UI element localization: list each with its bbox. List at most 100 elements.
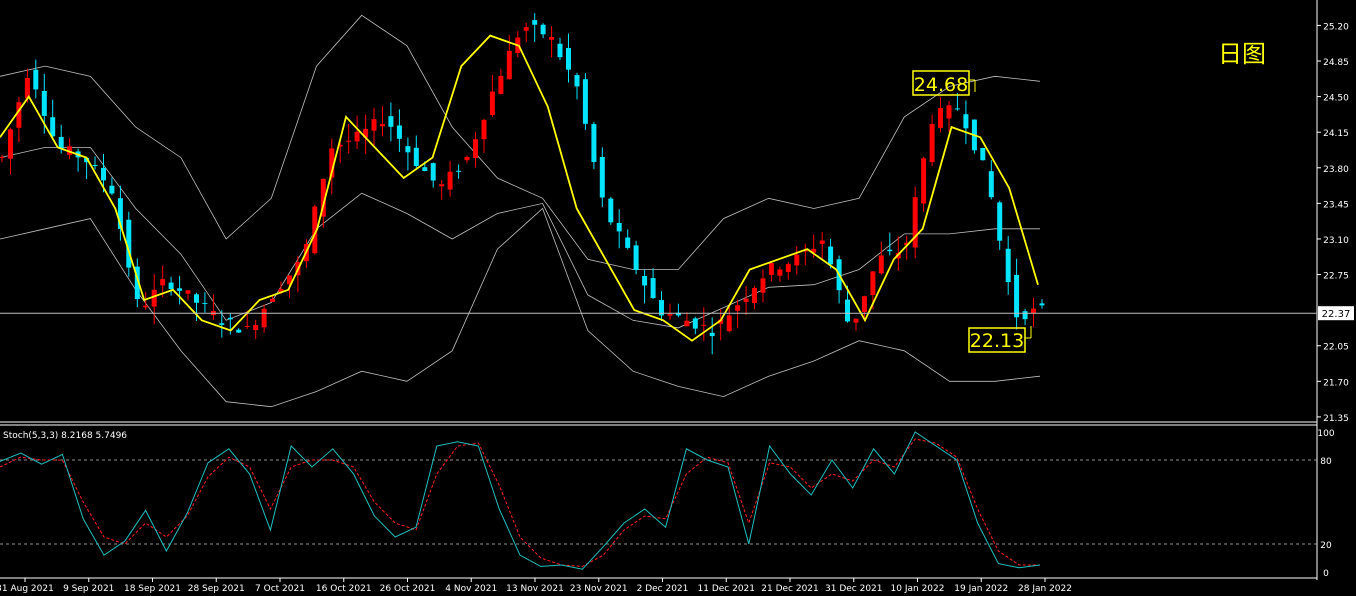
time-tick-label: 28 Jan 2022 [1018, 584, 1072, 594]
candle-body [329, 148, 335, 178]
price-tick-label: 23.10 [1323, 236, 1349, 246]
candle-body [1031, 308, 1036, 314]
price-tick-label: 23.45 [1323, 200, 1349, 210]
moving-average [0, 34, 1039, 342]
candle-body [506, 50, 512, 80]
candle-body [954, 108, 960, 110]
time-tick-label: 16 Oct 2021 [316, 584, 372, 594]
candle-body [371, 119, 377, 131]
candle-body [963, 114, 969, 129]
candle-body [8, 129, 13, 159]
high-label: 24.68 [914, 74, 968, 96]
low-label: 22.13 [970, 330, 1024, 352]
bollinger-bands [0, 14, 1041, 408]
candle-body [692, 318, 698, 329]
candle-body [41, 91, 47, 116]
candle-body [287, 275, 292, 285]
candle-body [177, 288, 183, 291]
candle-body [845, 299, 850, 322]
candle-body [270, 298, 276, 302]
stoch-tick-label: 0 [1323, 569, 1329, 579]
candle-body [625, 237, 631, 248]
candle-body [946, 105, 952, 119]
candle-body [861, 296, 867, 312]
price-tick-label: 23.80 [1323, 165, 1349, 175]
stoch-tick-label: 80 [1320, 457, 1332, 467]
candle-body [591, 124, 597, 162]
candle-body [244, 326, 250, 327]
candle-body [413, 147, 419, 166]
price-tick-label: 24.15 [1323, 129, 1349, 139]
candle-body [253, 325, 259, 331]
candle-body [58, 137, 64, 149]
stoch-main-line [0, 431, 1041, 570]
time-tick-label: 4 Nov 2021 [445, 584, 497, 594]
candle-body [608, 198, 614, 223]
candle-body [1039, 303, 1045, 306]
candle-body [735, 305, 741, 311]
candle-body [659, 300, 664, 316]
candle-body [109, 185, 115, 194]
bollinger-middle [0, 147, 1040, 329]
candle-body [811, 248, 817, 253]
price-tick-label: 24.50 [1323, 94, 1349, 104]
price-tick-label: 24.85 [1323, 58, 1349, 68]
candle-body [921, 158, 927, 204]
candle-body [380, 124, 385, 127]
candle-body [194, 294, 199, 303]
axes: 25.20 24.85 24.50 24.15 23.80 23.45 23.10 22.75… [0, 22, 1349, 594]
candle-body [912, 197, 918, 248]
candle-body [320, 178, 326, 217]
candle-body [819, 240, 825, 244]
candle-body [185, 290, 191, 294]
candle-body [498, 75, 504, 94]
candle-body [853, 318, 859, 323]
time-tick-label: 31 Dec 2021 [825, 584, 883, 594]
moving-average-line [0, 34, 1039, 342]
time-tick-label: 31 Aug 2021 [0, 584, 54, 594]
candle-body [1022, 311, 1028, 320]
candle-body [117, 198, 123, 229]
candle-body [50, 117, 56, 137]
candle-body [887, 249, 893, 252]
price-tick-label: 22.05 [1323, 343, 1349, 353]
time-tick-label: 9 Sep 2021 [63, 584, 114, 594]
candle-body [439, 184, 445, 187]
candle-body [0, 156, 5, 158]
candle-body [261, 308, 267, 328]
time-tick-label: 11 Dec 2021 [698, 584, 756, 594]
candle-body [101, 167, 106, 181]
candle-body [447, 171, 453, 190]
candle-body [768, 262, 774, 275]
candle-body [929, 124, 935, 163]
stoch-tick-label: 20 [1320, 541, 1332, 551]
bollinger-lower [0, 207, 1041, 408]
time-tick-label: 28 Sep 2021 [188, 584, 245, 594]
candle-body [802, 250, 808, 252]
candle-body [667, 314, 673, 316]
candle-body [126, 219, 132, 268]
candle-body [92, 165, 98, 166]
candle-body [549, 37, 555, 40]
candle-body [726, 315, 732, 332]
stoch-tick-label: 100 [1317, 429, 1334, 439]
candle-body [616, 223, 622, 232]
bollinger-upper [0, 14, 1041, 270]
candle-body [489, 91, 495, 115]
candle-body [828, 246, 834, 265]
candle-body [464, 157, 470, 161]
candle-body [650, 278, 656, 298]
candle-body [582, 79, 588, 124]
candle-body [540, 24, 546, 35]
current-price-label: 22.37 [1322, 309, 1351, 320]
candle-body [396, 125, 402, 139]
candle-body [557, 43, 563, 58]
time-tick-label: 18 Sep 2021 [124, 584, 181, 594]
candle-body [684, 320, 690, 327]
candle-body [777, 269, 783, 276]
time-tick-label: 10 Jan 2022 [891, 584, 945, 594]
price-tick-label: 25.20 [1323, 22, 1349, 32]
candle-body [405, 146, 411, 153]
candle-body [67, 146, 73, 155]
